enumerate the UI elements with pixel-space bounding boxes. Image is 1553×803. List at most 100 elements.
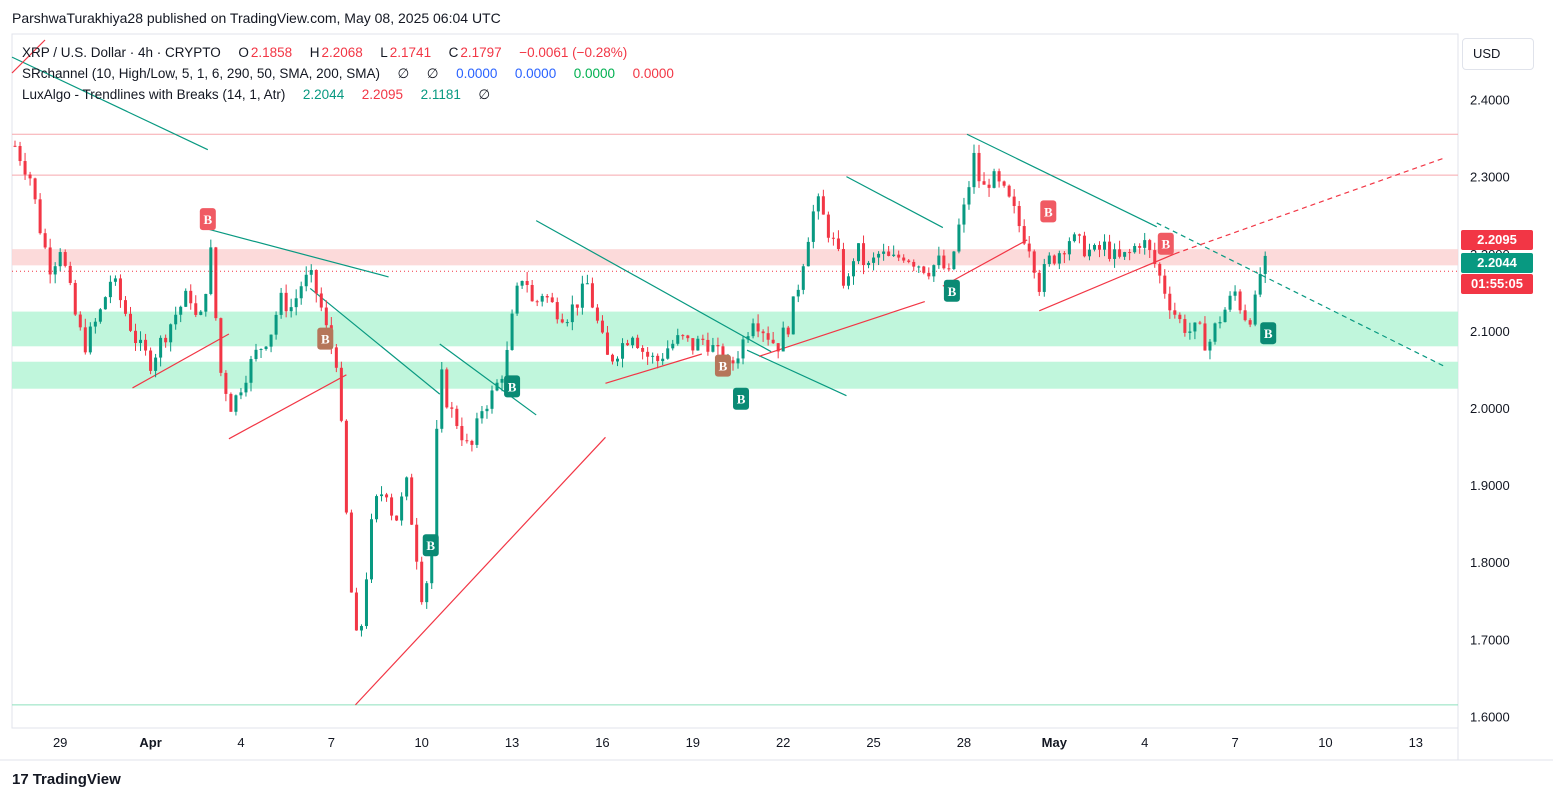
candle-body xyxy=(626,343,630,346)
candle-body xyxy=(947,268,951,270)
countdown-tag: 01:55:05 xyxy=(1461,274,1533,294)
candle-body xyxy=(696,338,700,351)
candle-body xyxy=(927,272,931,277)
luxalgo-name[interactable]: LuxAlgo - Trendlines with Breaks (14, 1,… xyxy=(22,87,286,102)
candle-body xyxy=(520,280,524,286)
x-tick-label: 4 xyxy=(237,735,244,750)
current-price-tag: 2.2044 xyxy=(1461,253,1533,273)
candle-body xyxy=(460,426,464,441)
y-tick-label: 2.0000 xyxy=(1470,401,1510,416)
currency-label[interactable]: USD xyxy=(1473,46,1501,61)
srchannel-name[interactable]: SRchannel (10, High/Low, 5, 1, 6, 290, 5… xyxy=(22,66,380,81)
candle-body xyxy=(420,561,424,603)
candle-body xyxy=(1037,272,1041,292)
x-tick-label: 28 xyxy=(957,735,971,750)
candle-body xyxy=(821,196,825,215)
candle-body xyxy=(565,322,569,324)
candle-body xyxy=(189,290,193,304)
candle-body xyxy=(1108,241,1112,259)
srchannel-value-1: 0.0000 xyxy=(456,66,498,81)
x-tick-label: 16 xyxy=(595,735,609,750)
candle-body xyxy=(18,145,22,162)
candle-body xyxy=(144,339,148,351)
candle-body xyxy=(600,320,604,333)
candle-body xyxy=(319,293,323,308)
candle-body xyxy=(746,336,750,340)
candle-body xyxy=(957,224,961,252)
candle-body xyxy=(88,326,92,353)
candle-body xyxy=(214,247,218,319)
candle-body xyxy=(1062,253,1066,255)
candle-body xyxy=(490,390,494,409)
candle-body xyxy=(1148,240,1152,251)
candle-body xyxy=(289,307,293,312)
currency-button[interactable]: USD xyxy=(1462,38,1534,70)
srchannel-legend[interactable]: SRchannel (10, High/Low, 5, 1, 6, 290, 5… xyxy=(22,66,676,82)
low-value: 2.1741 xyxy=(389,45,432,60)
candle-body xyxy=(1092,245,1096,250)
candle-body xyxy=(1103,241,1107,250)
signal-label-text: B xyxy=(1161,237,1170,252)
candle-body xyxy=(169,324,173,343)
candle-body xyxy=(254,349,258,360)
candle-body xyxy=(58,252,62,267)
candle-body xyxy=(570,304,574,323)
publish-text: ParshwaTurakhiya28 published on TradingV… xyxy=(12,10,501,26)
candle-body xyxy=(676,335,680,344)
candle-body xyxy=(892,254,896,256)
candle-body xyxy=(324,307,328,326)
candle-body xyxy=(540,296,544,302)
signal-label-text: B xyxy=(948,284,957,299)
candle-body xyxy=(369,519,373,580)
candle-body xyxy=(475,418,479,445)
candle-body xyxy=(395,515,399,521)
candle-body xyxy=(1173,310,1177,315)
signal-label-text: B xyxy=(1044,204,1053,219)
candle-body xyxy=(354,592,358,631)
candle-body xyxy=(1253,294,1257,325)
candle-body xyxy=(877,253,881,258)
candle-body xyxy=(631,337,635,346)
candle-body xyxy=(882,251,886,254)
candle-body xyxy=(23,161,27,175)
x-tick-label: Apr xyxy=(139,735,161,750)
candle-body xyxy=(751,323,755,337)
change-value: −0.0061 (−0.28%) xyxy=(519,45,628,60)
candle-body xyxy=(937,255,941,266)
candle-body xyxy=(465,440,469,442)
signal-label-2 xyxy=(317,327,334,350)
symbol-name[interactable]: XRP / U.S. Dollar · 4h · CRYPTO xyxy=(22,45,221,60)
candle-body xyxy=(344,420,348,513)
signal-label-6 xyxy=(733,387,750,410)
symbol-legend[interactable]: XRP / U.S. Dollar · 4h · CRYPTO O 2.1858 … xyxy=(22,45,629,60)
signal-label-1 xyxy=(199,208,216,231)
candle-body xyxy=(982,181,986,185)
candle-body xyxy=(339,367,343,421)
candle-body xyxy=(279,292,283,315)
candle-body xyxy=(781,327,785,352)
candle-body xyxy=(139,339,143,344)
candle-body xyxy=(1188,331,1192,333)
candle-body xyxy=(1047,255,1051,265)
candle-body xyxy=(555,302,559,320)
candle-body xyxy=(912,261,916,267)
candle-body xyxy=(560,319,564,323)
candle-body xyxy=(917,266,921,268)
candle-body xyxy=(304,274,308,287)
luxalgo-legend[interactable]: LuxAlgo - Trendlines with Breaks (14, 1,… xyxy=(22,87,492,103)
candle-body xyxy=(164,337,168,343)
candle-body xyxy=(415,524,419,562)
teal-trendline-3 xyxy=(309,288,441,395)
candle-body xyxy=(380,494,384,497)
candle-body xyxy=(43,233,47,248)
candle-body xyxy=(244,382,248,393)
tradingview-brand[interactable]: 17 TradingView xyxy=(12,771,121,788)
candle-body xyxy=(103,297,107,310)
candle-body xyxy=(405,477,409,497)
candle-body xyxy=(299,286,303,299)
candle-body xyxy=(786,327,790,335)
candle-body xyxy=(219,318,223,373)
y-tick-label: 2.4000 xyxy=(1470,93,1510,108)
candle-body xyxy=(857,243,861,262)
